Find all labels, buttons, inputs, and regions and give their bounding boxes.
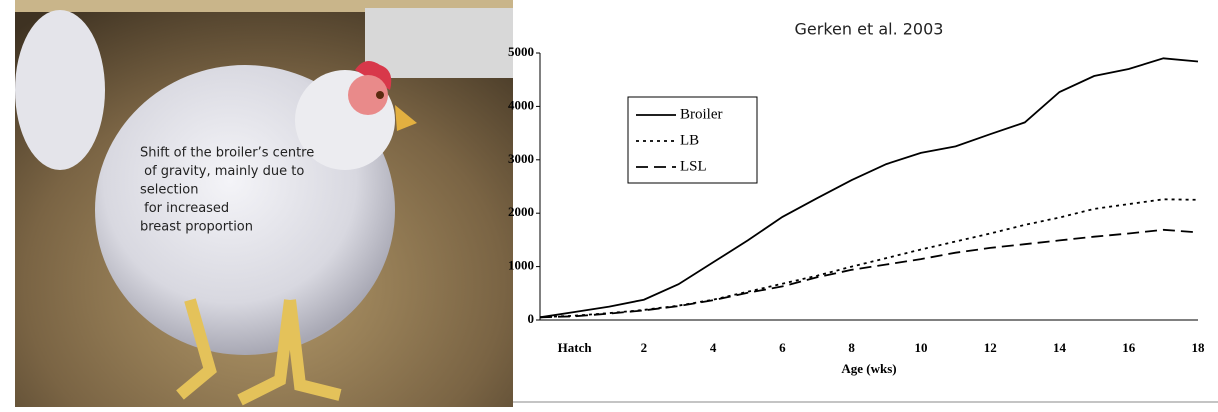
y-tick-label: 3000: [508, 151, 534, 166]
y-tick-label: 5000: [508, 44, 534, 59]
x-tick-label: 4: [710, 340, 717, 355]
legend-label: Broiler: [680, 106, 723, 122]
x-tick-label: 12: [984, 340, 997, 355]
photo: [15, 0, 513, 407]
caption-line: breast proportion: [140, 220, 253, 235]
legend-label: LB: [680, 132, 699, 148]
series-line: [540, 199, 1198, 317]
caption-line: selection: [140, 183, 198, 198]
x-tick-label: 6: [779, 340, 786, 355]
y-tick-label: 4000: [508, 97, 534, 112]
x-tick-label: 16: [1122, 340, 1136, 355]
chart-title: Gerken et al. 2003: [795, 20, 944, 39]
caption-line: for increased: [140, 201, 229, 216]
y-tick-label: 2000: [508, 204, 534, 219]
caption-line: of gravity, mainly due to: [140, 164, 304, 179]
caption-line: Shift of the broiler’s centre: [140, 146, 314, 161]
legend-label: LSL: [680, 158, 707, 174]
slide: Shift of the broiler’s centre of gravity…: [0, 0, 1218, 407]
x-tick-label: Hatch: [558, 340, 593, 355]
series-line: [540, 230, 1198, 317]
x-tick-label: 8: [848, 340, 855, 355]
y-tick-label: 1000: [508, 258, 534, 273]
y-tick-label: 0: [528, 311, 535, 326]
x-tick-label: 10: [914, 340, 927, 355]
x-tick-label: 2: [641, 340, 648, 355]
x-tick-label: 18: [1192, 340, 1206, 355]
x-tick-label: 14: [1053, 340, 1067, 355]
x-axis-label: Age (wks): [841, 361, 896, 376]
